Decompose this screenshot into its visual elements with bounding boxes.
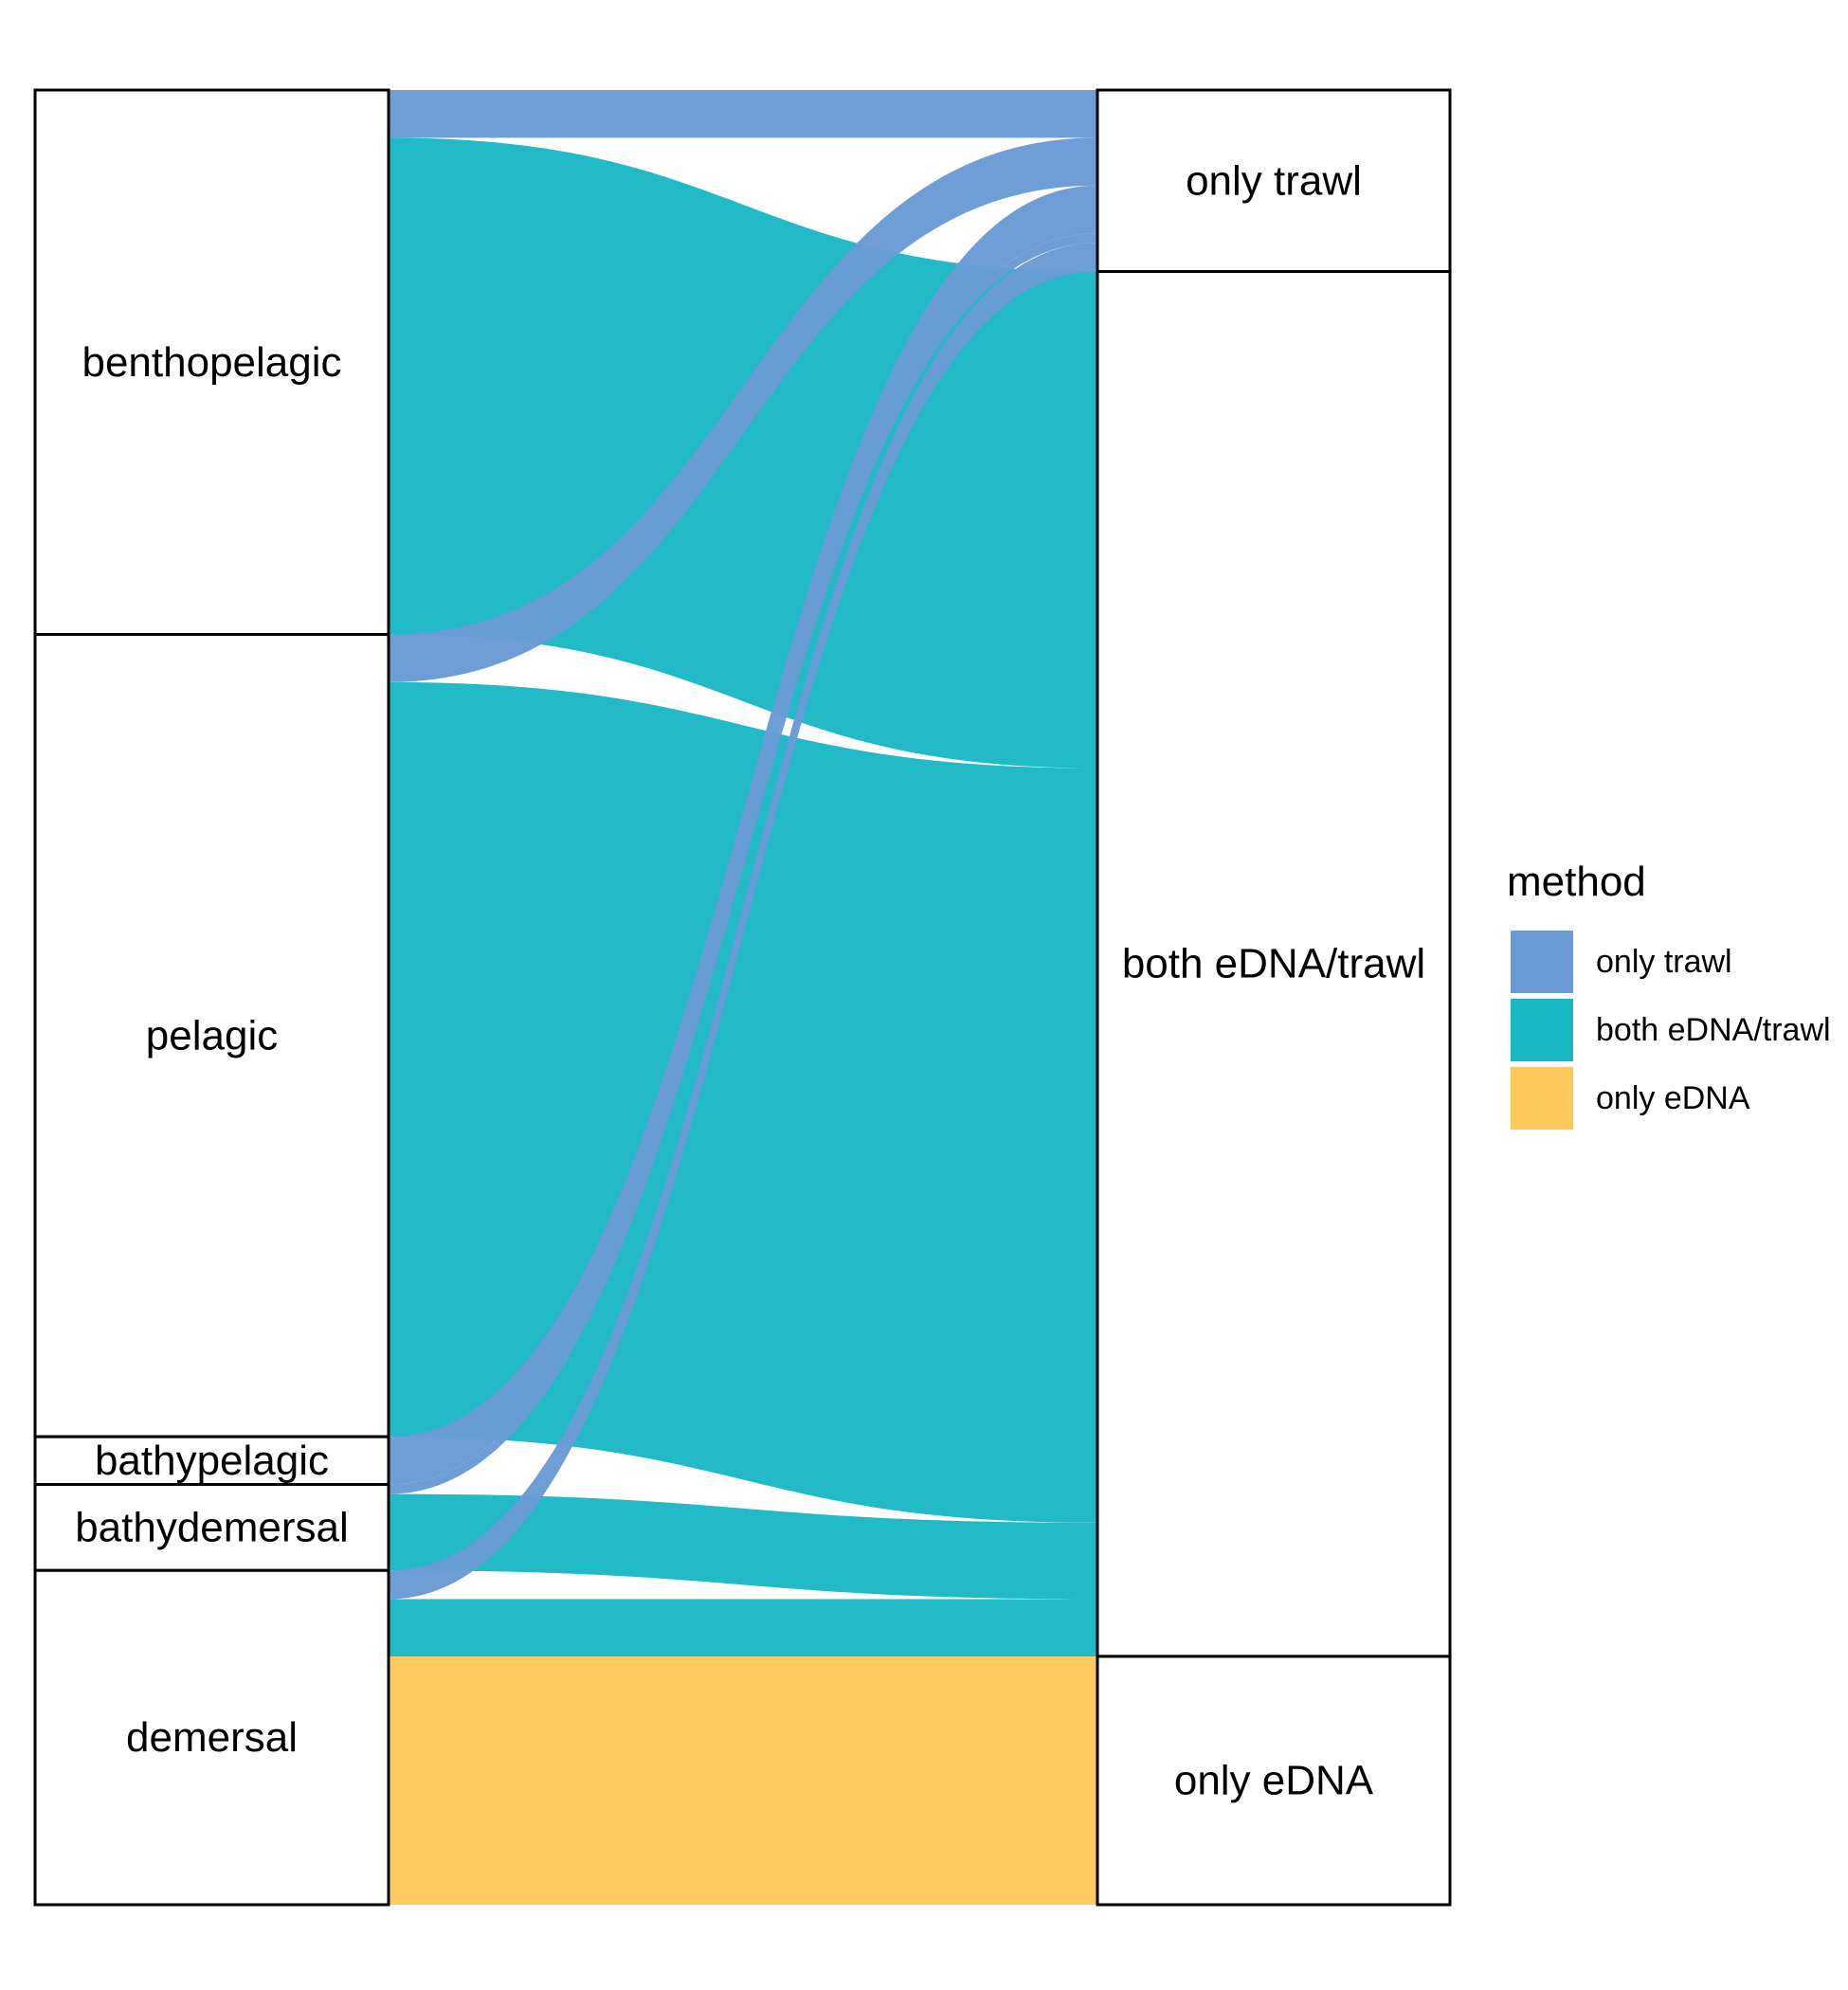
right-stratum-label: both eDNA/trawl: [1122, 941, 1425, 987]
left-stratum-bathydemersal: [33, 1483, 390, 1572]
legend-label: both eDNA/trawl: [1596, 1012, 1831, 1048]
flow-pelagic-to-only-trawl: [389, 137, 1097, 682]
legend-swatch: [1511, 999, 1573, 1061]
legend-title: method: [1507, 859, 1646, 905]
strata-layer: benthopelagic pelagic bathypelagic bathydem…: [33, 88, 1452, 1907]
left-stratum-label: bathypelagic: [95, 1438, 329, 1484]
right-stratum-label: only trawl: [1186, 157, 1362, 204]
left-stratum-label: benthopelagic: [82, 339, 341, 386]
flow-benthopelagic-to-only-trawl: [389, 90, 1097, 138]
legend-label: only eDNA: [1596, 1080, 1750, 1116]
flow-bathydemersal-to-only-trawl: [389, 233, 1097, 1494]
legend-label: only trawl: [1596, 944, 1732, 980]
right-stratum-only-eDNA: [1096, 1655, 1452, 1907]
left-stratum-demersal: [33, 1568, 390, 1907]
right-stratum-both-eDNA-trawl: [1096, 270, 1452, 1658]
legend-entries: only trawl both eDNA/trawl only eDNA: [1511, 931, 1831, 1130]
flow-bathydemersal-to-both-eDNA-trawl: [389, 1493, 1097, 1600]
flow-demersal-to-both-eDNA-trawl: [389, 1599, 1097, 1656]
left-stratum-label: bathydemersal: [75, 1504, 349, 1550]
flow-demersal-to-only-trawl: [389, 243, 1097, 1600]
flows-layer: [389, 90, 1097, 1905]
right-stratum-label: only eDNA: [1174, 1757, 1374, 1803]
left-stratum-pelagic: [33, 633, 390, 1438]
legend-swatch: [1511, 931, 1573, 993]
right-stratum-only-trawl: [1096, 88, 1452, 273]
left-stratum-benthopelagic: [33, 88, 390, 636]
left-stratum-label: pelagic: [146, 1012, 278, 1058]
legend: method only trawl both eDNA/trawl only eDN…: [1507, 859, 1831, 1130]
flow-demersal-to-only-eDNA: [389, 1655, 1097, 1905]
flow-bathypelagic-to-only-trawl: [389, 185, 1097, 1485]
left-stratum-label: demersal: [126, 1714, 298, 1761]
left-stratum-bathypelagic: [33, 1435, 390, 1487]
legend-swatch: [1511, 1067, 1573, 1130]
